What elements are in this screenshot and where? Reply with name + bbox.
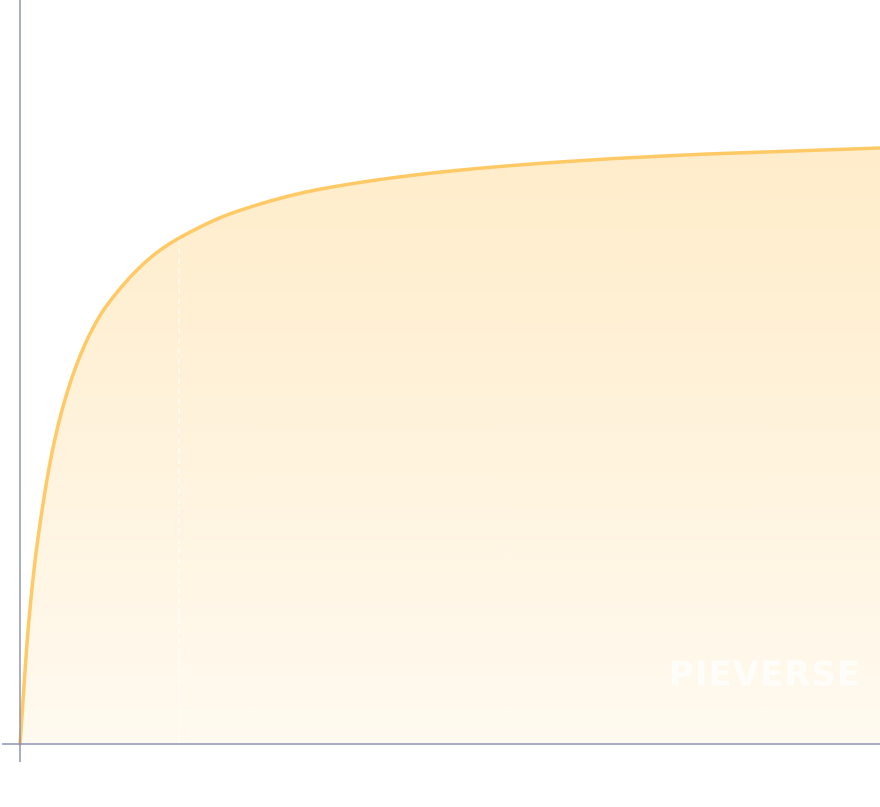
area-line [18,146,880,746]
watermark: PIEVERSE [669,655,861,695]
area-fill [20,148,880,744]
plot-area [18,146,880,746]
